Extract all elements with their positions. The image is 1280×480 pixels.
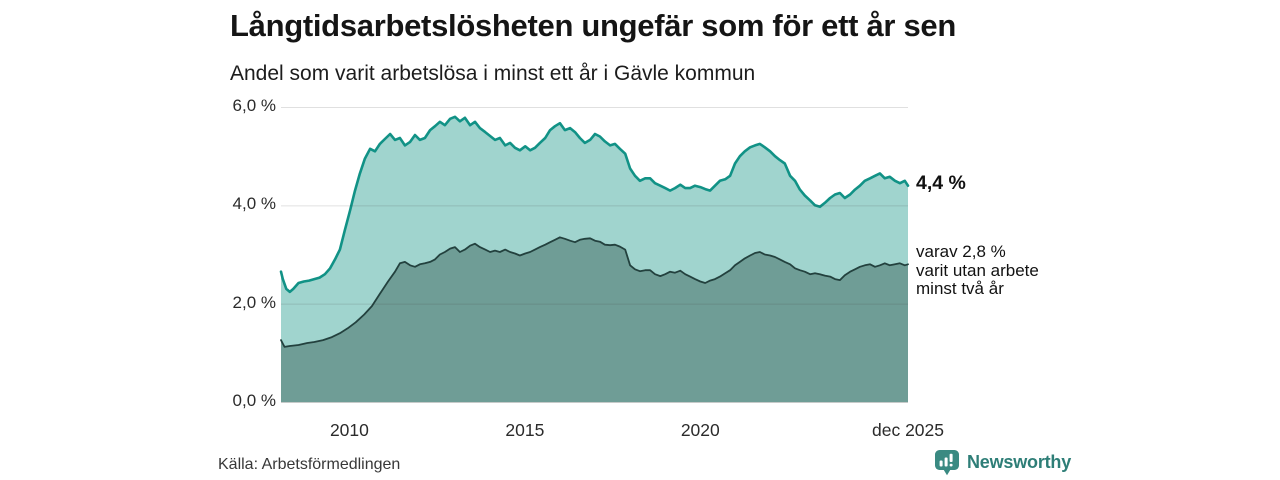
line-minst-tva-ar: [280, 236, 909, 348]
newsworthy-logo: Newsworthy: [934, 449, 1071, 476]
annotation-latest-sub: varav 2,8 % varit utan arbete minst två …: [916, 242, 1039, 298]
area-minst-tva-ar: [281, 237, 908, 402]
y-tick-label: 0,0 %: [232, 391, 276, 410]
x-tick-label: dec 2025: [871, 420, 945, 440]
y-tick-label: 2,0 %: [232, 292, 276, 312]
x-tick-label: 2020: [680, 420, 720, 440]
chart-title: Långtidsarbetslösheten ungefär som för e…: [230, 8, 957, 43]
newsworthy-logo-icon: [935, 450, 959, 476]
y-tick-label: 6,0 %: [232, 96, 276, 115]
x-tick-label: 2010: [329, 420, 369, 440]
x-tick-label: 2015: [505, 420, 545, 440]
source-text: Källa: Arbetsförmedlingen: [218, 456, 401, 473]
annotation-latest-total: 4,4 %: [916, 172, 966, 194]
chart-subtitle: Andel som varit arbetslösa i minst ett å…: [230, 62, 756, 85]
newsworthy-brand-text: Newsworthy: [967, 452, 1072, 472]
y-tick-label: 4,0 %: [232, 194, 276, 214]
line-minst-ett-ar: [279, 115, 910, 294]
plot-area: [279, 107, 910, 403]
